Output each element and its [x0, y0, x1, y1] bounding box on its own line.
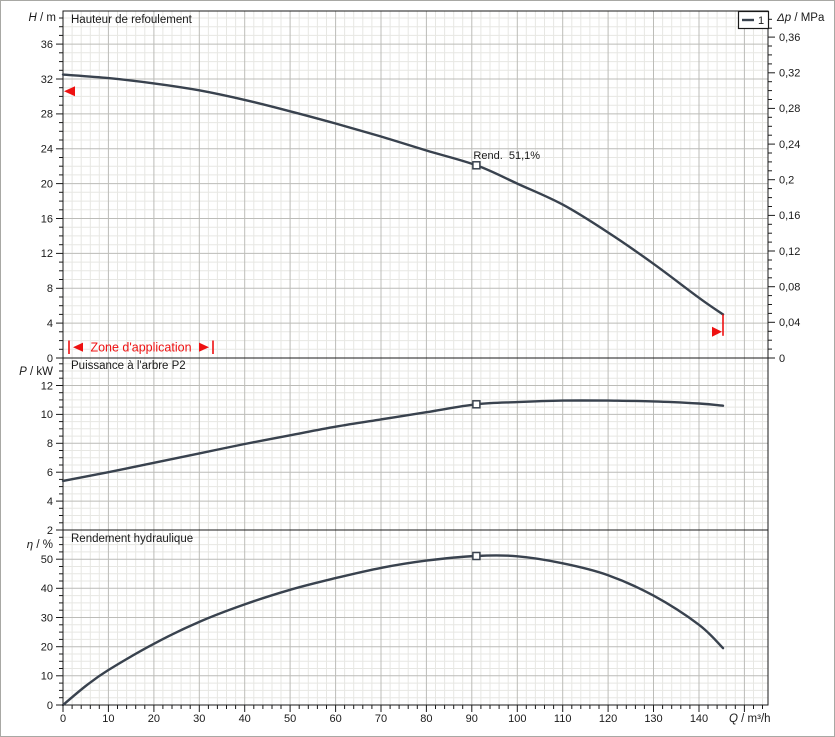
y-tick-label: 0 [47, 700, 53, 712]
min-flow-arrow-icon [64, 86, 75, 97]
y-tick-label: 12 [41, 248, 53, 260]
y-tick-label: 8 [47, 438, 53, 450]
chart-area-3 [61, 529, 769, 707]
y-tick-label: 16 [41, 213, 53, 225]
y-tick-label: 28 [41, 109, 53, 121]
chart-area-2 [61, 357, 769, 531]
x-tick-label: 120 [599, 713, 617, 725]
y-tick-label: 20 [41, 178, 53, 190]
zone-label: Zone d'application [90, 341, 191, 355]
x-tick-label: 130 [644, 713, 662, 725]
duty-point-marker [472, 400, 481, 409]
zone-left-arrow-icon [73, 342, 83, 352]
y-axis-1: 0 4 8 12 16 20 24 28 32 36 [41, 17, 63, 365]
y-axis-label-head: H / m [29, 12, 56, 24]
x-tick-label: 100 [508, 713, 526, 725]
x-tick-label: 140 [690, 713, 708, 725]
y-tick-label: 4 [47, 496, 53, 508]
x-tick-label: 80 [420, 713, 432, 725]
y-axis-label-power: P / kW [19, 366, 53, 378]
max-flow-arrow-icon [712, 326, 722, 337]
x-tick-label: 110 [554, 713, 572, 725]
y2-axis-label-pressure: Δp / MPa [776, 12, 825, 24]
duty-point-label: Rend. 51,1% [473, 150, 540, 162]
y-tick-label: 10 [41, 671, 53, 683]
y-tick-label: 32 [41, 74, 53, 86]
curve-series-1 [61, 399, 725, 483]
y2-tick-label: 0,32 [779, 68, 800, 80]
x-tick-label: 10 [102, 713, 114, 725]
y-tick-label: 6 [47, 467, 53, 479]
application-limit-markers [64, 86, 724, 337]
y-tick-label: 8 [47, 283, 53, 295]
y2-tick-label: 0,16 [779, 210, 800, 222]
y-tick-label: 24 [41, 144, 53, 156]
duty-point-marker [472, 551, 481, 561]
chart-title-head: Hauteur de refoulement [71, 14, 193, 26]
y-tick-label: 4 [47, 318, 53, 330]
y2-tick-label: 0 [779, 353, 785, 365]
y-tick-label: 36 [41, 39, 53, 51]
duty-point-marker [472, 161, 481, 170]
application-zone-annotation: Zone d'application [68, 340, 214, 355]
x-tick-label: 30 [193, 713, 205, 725]
chart-title-power: Puissance à l'arbre P2 [71, 360, 186, 372]
y-tick-label: 0 [47, 353, 53, 365]
y-tick-label: 50 [41, 554, 53, 566]
x-tick-label: 50 [284, 713, 296, 725]
legend: 1 [737, 10, 770, 30]
y-tick-label: 12 [41, 380, 53, 392]
y2-tick-label: 0,08 [779, 282, 800, 294]
x-axis-label-flow: Q / m³/h [729, 713, 771, 725]
x-tick-label: 0 [60, 713, 66, 725]
x-tick-label: 60 [329, 713, 341, 725]
y-tick-label: 40 [41, 583, 53, 595]
y-axis-2: 2 4 6 8 10 12 [41, 363, 63, 537]
chart-area-1: Rend. 51,1% [61, 10, 769, 359]
generated-chart-layers: Rend. 51,1%0481216202428323600,040,080,1… [41, 10, 800, 725]
y2-tick-label: 0,28 [779, 103, 800, 115]
chart-title-efficiency: Rendement hydraulique [71, 533, 193, 545]
y-tick-label: 30 [41, 612, 53, 624]
y-tick-label: 10 [41, 409, 53, 421]
y-tick-label: 20 [41, 642, 53, 654]
y-axis-3: 0 10 20 30 40 50 [41, 529, 63, 712]
y2-axis-pressure: 0 0,04 0,08 0,12 0,16 0,2 0,24 0,28 0,32 0,36 [768, 18, 800, 365]
y2-tick-label: 0,36 [779, 32, 800, 44]
legend-series-label: 1 [758, 15, 764, 27]
x-axis: 0 10 20 30 40 50 60 70 80 90 100 110 120 130 140 [60, 705, 763, 725]
y2-tick-label: 0,2 [779, 175, 794, 187]
y2-tick-label: 0,24 [779, 139, 800, 151]
y2-tick-label: 0,04 [779, 317, 800, 329]
x-tick-label: 20 [148, 713, 160, 725]
y2-tick-label: 0,12 [779, 246, 800, 258]
x-tick-label: 70 [375, 713, 387, 725]
x-tick-label: 40 [239, 713, 251, 725]
zone-right-arrow-icon [199, 342, 209, 352]
x-tick-label: 90 [466, 713, 478, 725]
y-axis-label-efficiency: η / % [27, 539, 53, 551]
y-tick-label: 2 [47, 525, 53, 537]
curve-series-1 [61, 73, 725, 316]
curve-series-1 [61, 554, 725, 707]
